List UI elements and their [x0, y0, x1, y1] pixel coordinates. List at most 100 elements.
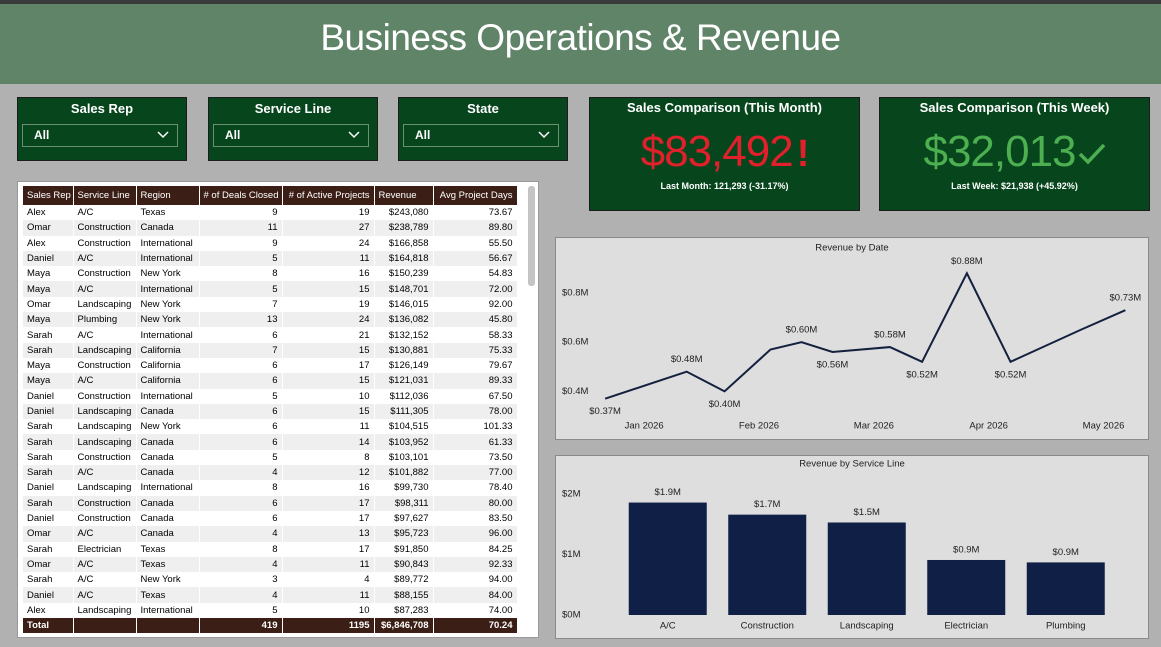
table-cell: 14	[282, 434, 375, 450]
table-cell: 78.00	[433, 403, 518, 420]
table-row: Omar Landscaping New York 7 19 $146,015 92.00	[23, 296, 518, 313]
table-cell: 74.00	[433, 602, 518, 619]
table-cell: $136,082	[374, 312, 434, 328]
table-cell: 55.50	[433, 235, 518, 251]
table-cell: 4	[199, 465, 283, 481]
total-cell	[136, 618, 200, 634]
column-header: # of Active Projects	[282, 186, 375, 205]
table-cell: Landscaping	[73, 296, 137, 313]
table-cell: 19	[282, 296, 375, 313]
table-cell: 11	[199, 220, 283, 236]
chart-panel: Revenue by Date $0.4M $0.6M $0.8M Jan 2026 Fe…	[555, 237, 1149, 440]
table-cell: California	[136, 342, 200, 358]
table-cell: Daniel	[23, 403, 74, 420]
table-cell: Construction	[73, 220, 137, 236]
table-cell: 92.33	[433, 556, 518, 573]
table-cell: 94.00	[433, 572, 518, 588]
bar-chart: Revenue by Service Line $0M $1M $2M $1.9M A/C…	[562, 459, 1105, 632]
table-cell: 5	[199, 602, 283, 619]
table-cell: Canada	[136, 220, 200, 236]
data-label: $0.56M	[817, 359, 849, 370]
table-cell: $103,952	[374, 434, 434, 450]
table-cell: 5	[199, 250, 283, 267]
table-cell: 6	[199, 495, 283, 511]
x-tick-label: May 2026	[1083, 421, 1125, 432]
table-cell: A/C	[73, 250, 137, 267]
dropdown[interactable]: All	[22, 124, 178, 147]
filter-label: Sales Rep	[70, 101, 134, 116]
table-cell: International	[136, 480, 200, 496]
data-label: $1.9M	[655, 487, 681, 498]
table-cell: Sarah	[23, 541, 74, 557]
table-cell: Texas	[136, 556, 200, 573]
chart-title: Revenue by Date	[815, 243, 888, 254]
table-cell: $166,858	[374, 235, 434, 251]
table-cell: Sarah	[23, 572, 74, 588]
line-chart: Revenue by Date $0.4M $0.6M $0.8M Jan 2026 Fe…	[562, 243, 1142, 432]
table-cell: $95,723	[374, 526, 434, 542]
data-label: $0.88M	[951, 256, 983, 267]
table-cell: Canada	[136, 526, 200, 542]
table-cell: 6	[199, 357, 283, 374]
table-cell: Maya	[23, 357, 74, 374]
table-row: Sarah Construction Canada 5 8 $103,101 73.50	[23, 449, 518, 466]
table-cell: Texas	[136, 205, 200, 221]
table-cell: 21	[282, 327, 375, 343]
table-cell: Construction	[73, 235, 137, 251]
column-header: Avg Project Days	[433, 186, 518, 205]
table-row: Sarah Landscaping New York 6 11 $104,515 101.3…	[23, 419, 518, 435]
dropdown[interactable]: All	[213, 124, 369, 147]
scrollbar[interactable]	[528, 186, 535, 286]
y-tick-label: $0.6M	[562, 337, 588, 348]
table-cell: International	[136, 327, 200, 343]
table-cell: New York	[136, 312, 200, 328]
table-cell: Sarah	[23, 327, 74, 343]
table-cell: 11	[282, 419, 375, 435]
column-header: Revenue	[374, 186, 434, 205]
table-cell: Sarah	[23, 449, 74, 466]
data-label: $0.37M	[589, 406, 621, 417]
table-cell: 6	[199, 419, 283, 435]
table-cell: 3	[199, 572, 283, 588]
table-cell: Canada	[136, 495, 200, 511]
table-cell: 5	[199, 281, 283, 297]
alert-icon: !	[796, 133, 810, 175]
table-cell: 15	[282, 403, 375, 420]
table-cell: Sarah	[23, 434, 74, 450]
table-cell: 58.33	[433, 327, 518, 343]
table-cell: 11	[282, 556, 375, 573]
table-cell: Daniel	[23, 250, 74, 267]
data-label: $0.9M	[1053, 547, 1079, 558]
filter-label: State	[467, 101, 499, 116]
table-row: Sarah A/C New York 3 4 $89,772 94.00	[23, 572, 518, 588]
table-row: Omar Construction Canada 11 27 $238,789 89.80	[23, 220, 518, 236]
table-cell: $87,283	[374, 602, 434, 619]
table-body: Alex A/C Texas 9 19 $243,080 73.67 Omar Construc…	[23, 205, 518, 634]
table-cell: 5	[199, 449, 283, 466]
total-cell: 1195	[282, 618, 375, 634]
table-cell: 101.33	[433, 419, 518, 435]
card-value: $83,492	[640, 127, 794, 176]
table-cell: 54.83	[433, 266, 518, 282]
table-row: Sarah Landscaping Canada 6 14 $103,952 61.33	[23, 434, 518, 450]
dropdown[interactable]: All	[403, 124, 559, 147]
table-cell: 61.33	[433, 434, 518, 450]
table-cell: A/C	[73, 465, 137, 481]
table-cell: Texas	[136, 541, 200, 557]
x-tick-label: Apr 2026	[969, 421, 1008, 432]
table-cell: Sarah	[23, 495, 74, 511]
table-cell: 92.00	[433, 296, 518, 313]
table-cell: International	[136, 235, 200, 251]
table-row: Daniel A/C Texas 4 11 $88,155 84.00	[23, 587, 518, 603]
table-cell: Daniel	[23, 510, 74, 527]
table-cell: California	[136, 357, 200, 374]
table-cell: 9	[199, 205, 283, 221]
data-label: $0.40M	[709, 399, 741, 410]
table-cell: 4	[199, 526, 283, 542]
table-cell: 13	[282, 526, 375, 542]
table-cell: 78.40	[433, 480, 518, 496]
table-cell: $146,015	[374, 296, 434, 313]
data-label: $0.73M	[1110, 293, 1142, 304]
table-cell: Maya	[23, 281, 74, 297]
